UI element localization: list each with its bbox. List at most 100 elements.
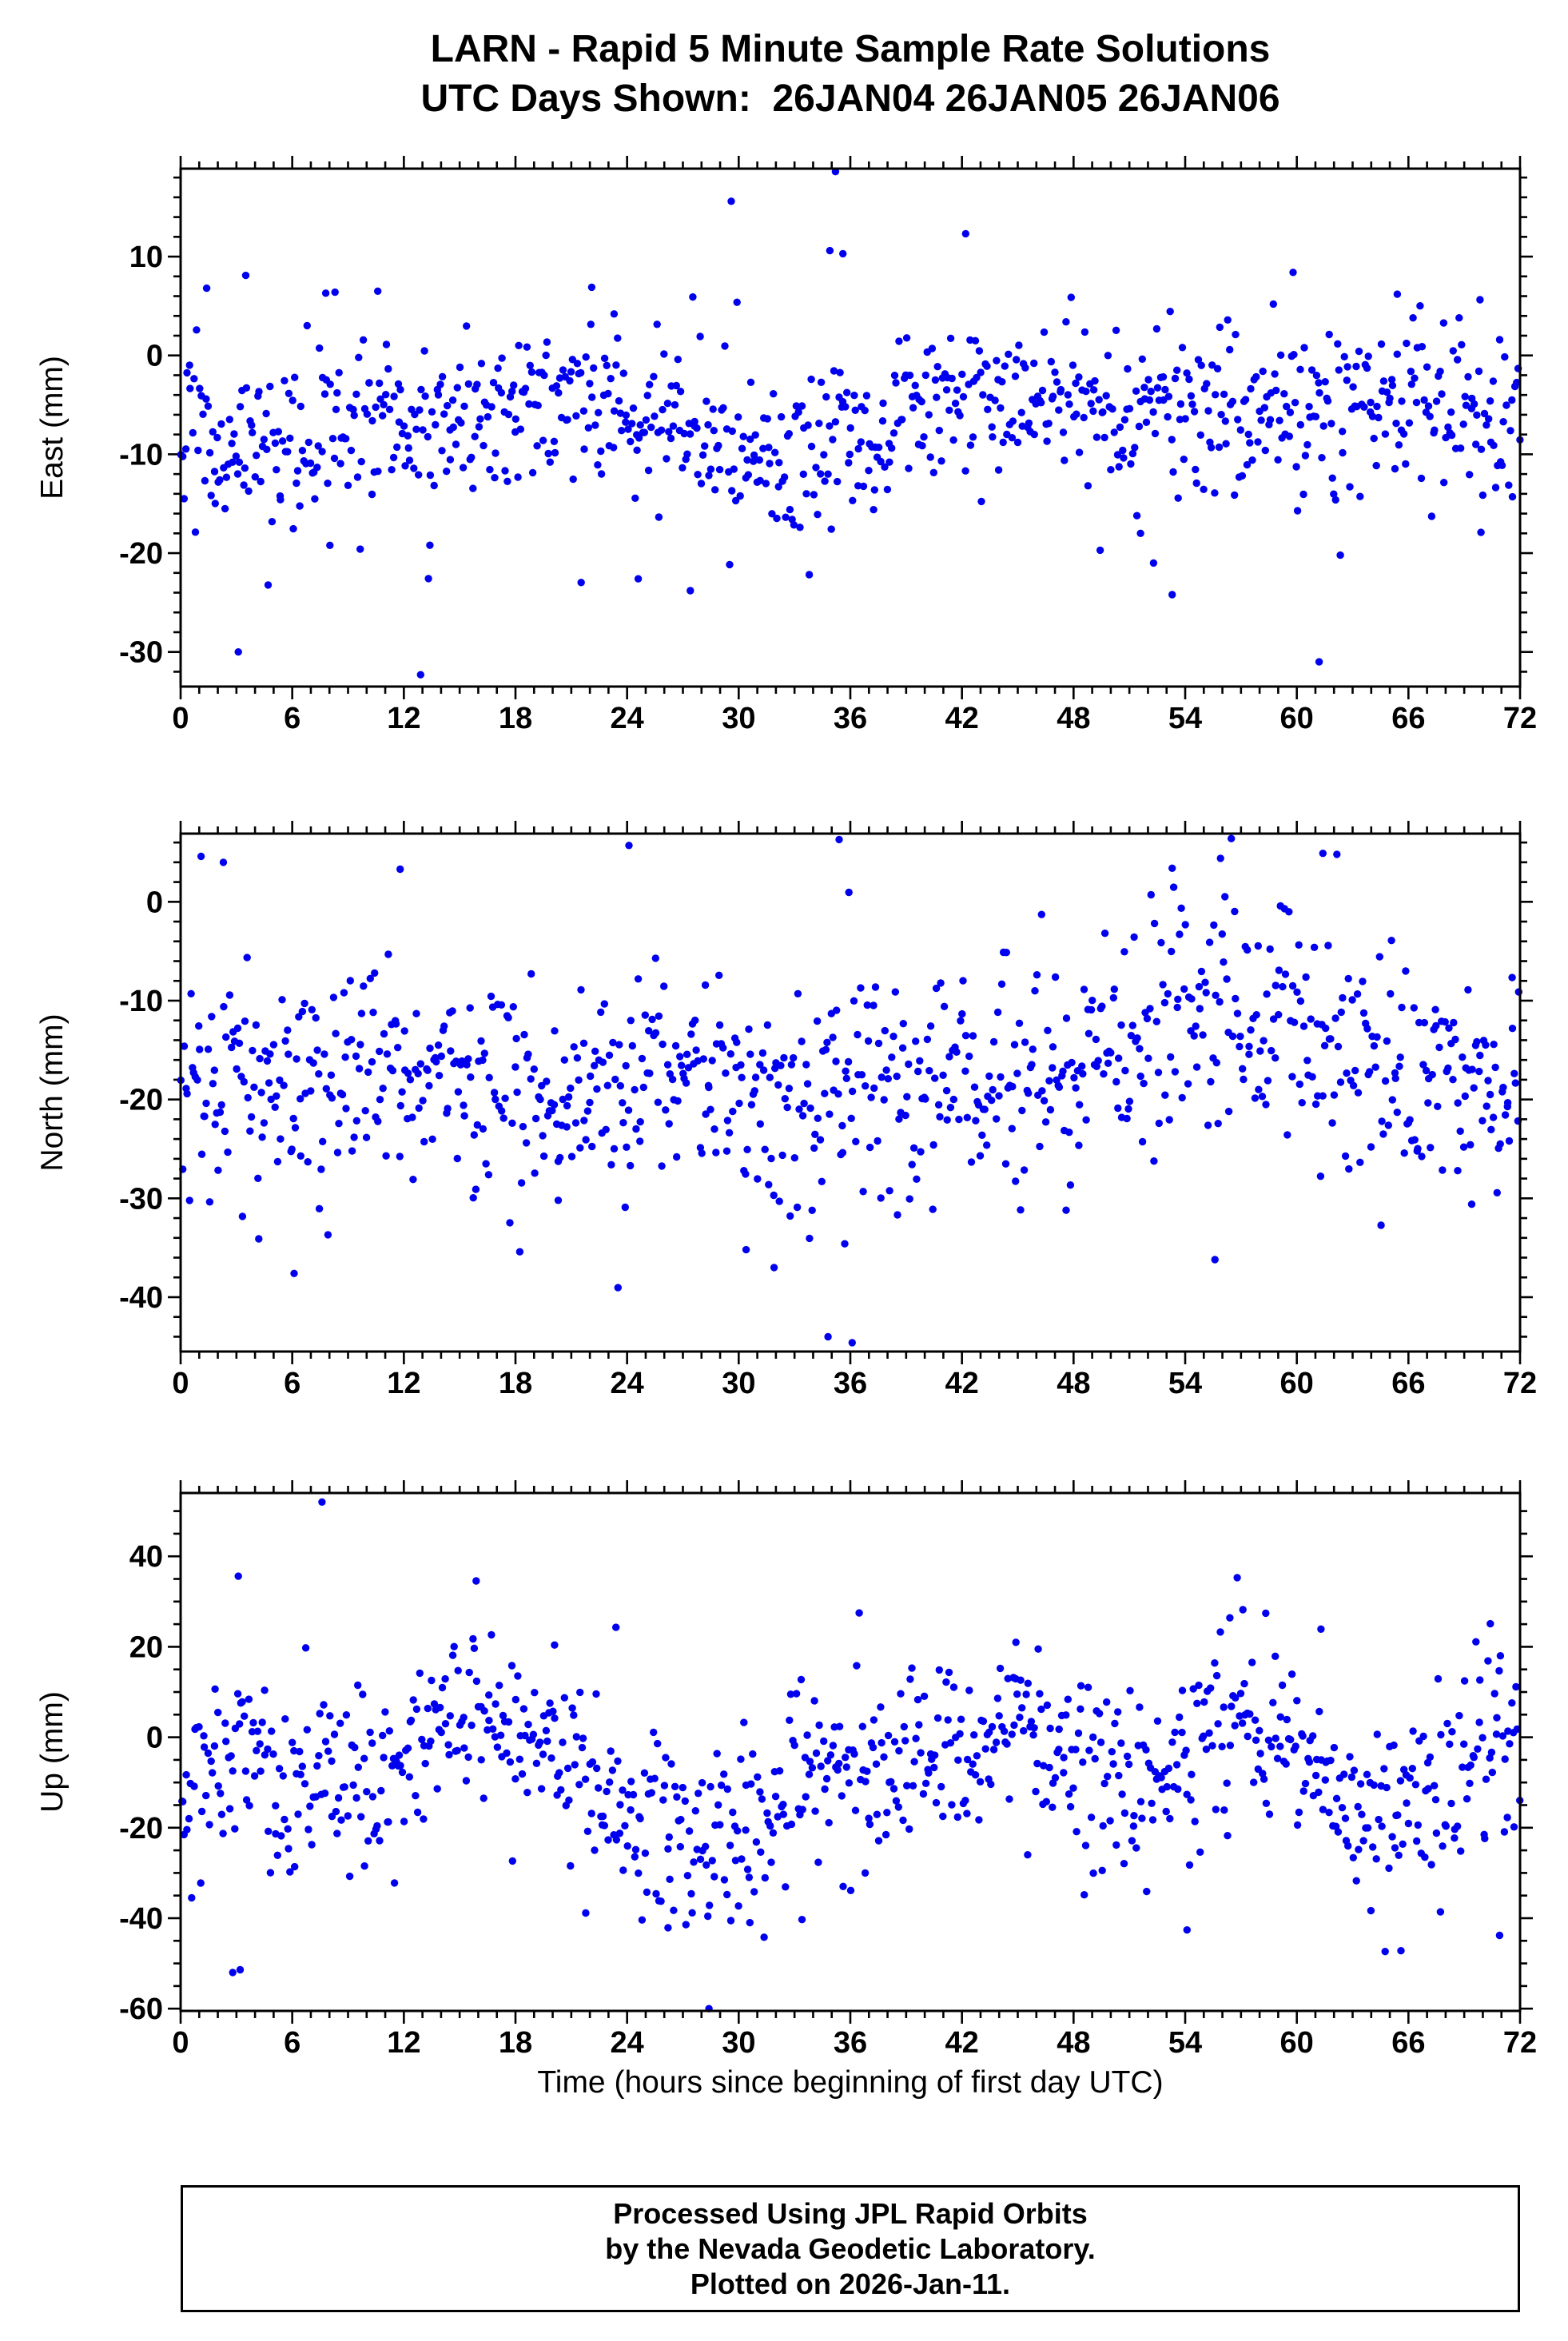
- data-point: [1075, 448, 1084, 456]
- data-point: [546, 1699, 554, 1707]
- data-point: [1403, 339, 1411, 348]
- data-point: [326, 541, 334, 549]
- data-point: [1431, 426, 1439, 434]
- data-point: [790, 521, 798, 529]
- data-point: [309, 1059, 317, 1067]
- data-point: [1132, 512, 1141, 520]
- data-point: [324, 480, 332, 488]
- data-point: [295, 1013, 303, 1021]
- data-point: [1454, 1167, 1462, 1175]
- data-point: [1350, 1766, 1359, 1774]
- data-point: [586, 1098, 594, 1107]
- data-point: [368, 1057, 376, 1066]
- data-point: [211, 1685, 219, 1693]
- data-point: [435, 1072, 444, 1080]
- data-point: [1351, 1066, 1359, 1075]
- data-point: [1246, 439, 1254, 447]
- x-tick-label: 66: [1391, 2026, 1425, 2060]
- data-point: [750, 451, 758, 460]
- data-point: [1224, 316, 1232, 324]
- data-point: [234, 648, 242, 656]
- data-point: [271, 439, 280, 448]
- data-point: [1200, 485, 1208, 493]
- data-point: [441, 1674, 449, 1683]
- data-point: [757, 1848, 765, 1856]
- data-point: [946, 1104, 955, 1112]
- data-point: [542, 1726, 551, 1734]
- data-point: [1116, 423, 1124, 432]
- data-point: [597, 1008, 605, 1017]
- data-point: [1314, 1092, 1322, 1100]
- data-point: [826, 422, 834, 430]
- data-point: [1447, 1799, 1455, 1808]
- data-point: [346, 977, 354, 985]
- data-point: [1486, 1090, 1494, 1099]
- data-point: [1232, 1694, 1240, 1702]
- data-point: [997, 404, 1005, 412]
- data-point: [746, 1918, 754, 1927]
- data-point: [1352, 1877, 1360, 1885]
- data-point: [744, 471, 752, 479]
- data-point: [760, 1933, 768, 1941]
- data-point: [717, 1782, 726, 1790]
- data-point: [1022, 1690, 1030, 1698]
- data-point: [1120, 1809, 1129, 1817]
- data-point: [1432, 1021, 1440, 1030]
- data-point: [1157, 938, 1165, 947]
- data-point: [258, 1718, 266, 1726]
- data-point: [704, 420, 712, 429]
- data-point: [881, 1026, 889, 1035]
- data-point: [1411, 1136, 1419, 1144]
- data-point: [603, 1787, 611, 1796]
- data-point: [405, 456, 414, 464]
- data-point: [685, 1827, 694, 1835]
- data-point: [669, 422, 678, 430]
- data-point: [1486, 1754, 1494, 1762]
- data-point: [981, 1105, 989, 1113]
- data-point: [241, 271, 250, 280]
- data-point: [1331, 1014, 1339, 1022]
- data-point: [1386, 394, 1394, 403]
- data-point: [1190, 1032, 1198, 1040]
- data-point: [333, 1829, 341, 1837]
- data-point: [946, 334, 955, 342]
- data-point: [1029, 1731, 1037, 1739]
- data-point: [696, 1855, 705, 1863]
- data-point: [1234, 416, 1242, 424]
- data-point: [1286, 408, 1295, 416]
- data-point: [614, 1757, 622, 1766]
- data-point: [284, 1026, 292, 1034]
- data-point: [315, 1752, 323, 1760]
- data-point: [1246, 1710, 1254, 1718]
- data-point: [364, 1837, 372, 1845]
- data-point: [1409, 314, 1417, 322]
- data-point: [1440, 479, 1448, 487]
- data-point: [926, 1022, 935, 1030]
- data-point: [704, 1912, 712, 1921]
- data-point: [1212, 1806, 1220, 1813]
- data-point: [726, 1841, 734, 1849]
- data-point: [336, 460, 344, 468]
- data-point: [1295, 941, 1303, 950]
- data-point: [313, 464, 321, 472]
- data-point: [746, 1050, 754, 1058]
- data-point: [308, 1005, 316, 1014]
- data-point: [256, 1740, 264, 1748]
- data-point: [1363, 1824, 1372, 1832]
- data-point: [770, 1264, 778, 1272]
- data-point: [822, 392, 830, 401]
- data-point: [973, 373, 981, 382]
- data-point: [515, 341, 523, 349]
- data-point: [1044, 1026, 1052, 1035]
- data-point: [480, 1707, 488, 1715]
- data-point: [937, 1782, 945, 1791]
- data-point: [1080, 328, 1089, 336]
- data-point: [1098, 1866, 1106, 1874]
- data-point: [1042, 1798, 1051, 1806]
- data-point: [418, 1735, 426, 1744]
- data-point: [612, 361, 620, 369]
- data-point: [1367, 398, 1375, 407]
- data-point: [865, 467, 873, 475]
- data-point: [640, 1769, 649, 1777]
- data-point: [770, 1191, 778, 1200]
